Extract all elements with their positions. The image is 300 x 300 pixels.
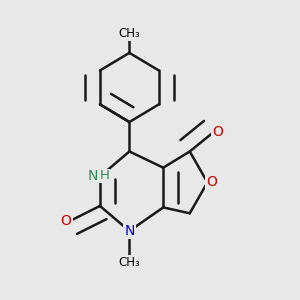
Text: N: N (87, 169, 98, 183)
Text: N: N (124, 224, 135, 238)
Text: CH₃: CH₃ (118, 27, 140, 40)
Text: CH₃: CH₃ (118, 256, 140, 269)
Text: O: O (206, 176, 217, 189)
Text: O: O (212, 125, 223, 139)
Text: H: H (100, 169, 110, 182)
Text: O: O (61, 214, 71, 228)
